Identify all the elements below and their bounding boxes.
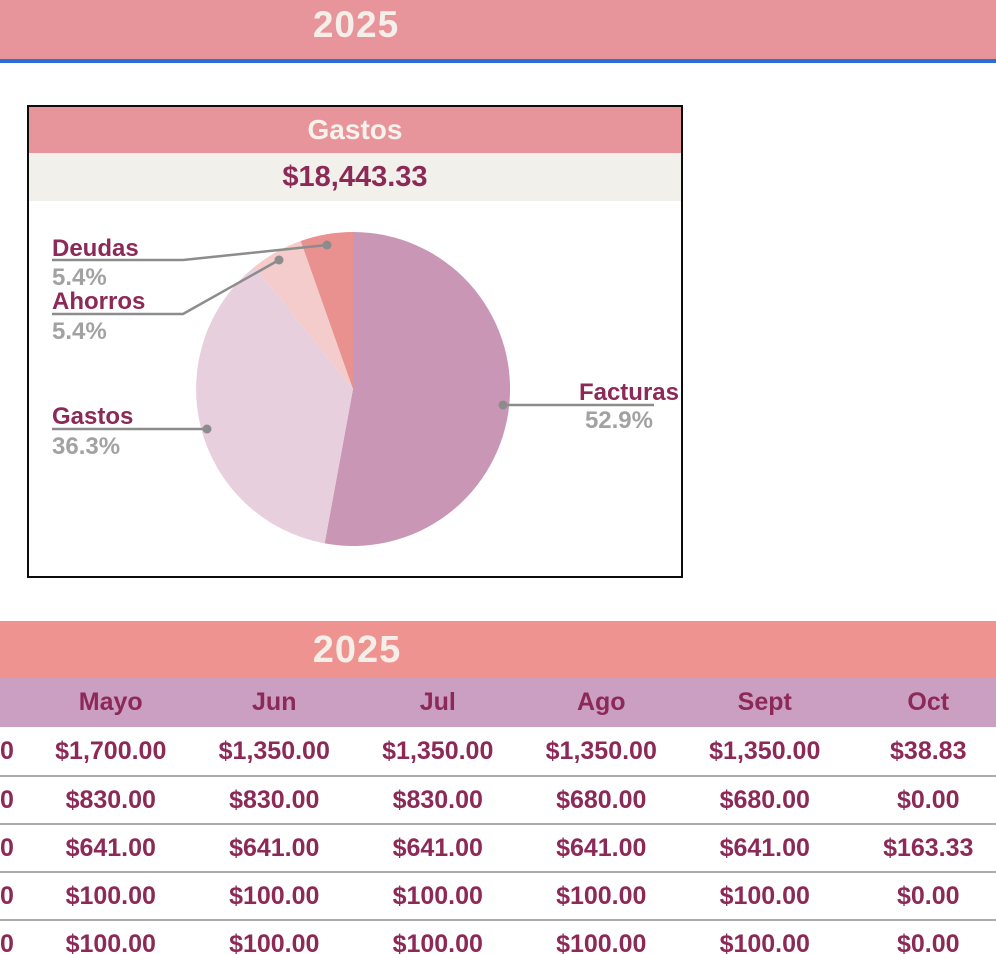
amount-cell-r5-mayo[interactable]: $100.00 bbox=[65, 929, 156, 954]
amount-cell-r3-sept[interactable]: $641.00 bbox=[719, 833, 810, 862]
table-row: 0 $1,700.00 $1,350.00 $1,350.00 $1,350.00 $1,… bbox=[0, 727, 996, 775]
amount-cell-r1-oct[interactable]: $38.83 bbox=[890, 736, 967, 765]
leader-dot-deudas bbox=[322, 240, 332, 250]
month-header-jul[interactable]: Jul bbox=[419, 688, 456, 716]
month-header-mayo[interactable]: Mayo bbox=[78, 688, 143, 716]
pie-chart-area: Facturas 52.9% Gastos 36.3% Ahorros 5.4% Deuda… bbox=[29, 201, 681, 576]
budget-table: 2025 Mayo Jun Jul Ago Sept Oct 0 $1,700.00 $1,3… bbox=[0, 621, 996, 954]
amount-cell-r2-sept[interactable]: $680.00 bbox=[719, 785, 810, 814]
pie-slice-deudas[interactable] bbox=[300, 232, 353, 389]
table-year-banner-cell[interactable]: 2025 bbox=[0, 621, 996, 678]
amount-cell-r5-oct[interactable]: $0.00 bbox=[896, 929, 960, 954]
table-row: 0 $100.00 $100.00 $100.00 $100.00 $100.00 $0.0… bbox=[0, 871, 996, 919]
slice-percent-facturas: 52.9% bbox=[585, 407, 653, 434]
amount-cell-r3-mayo[interactable]: $641.00 bbox=[65, 833, 156, 862]
amount-cell-r4-jul[interactable]: $100.00 bbox=[392, 881, 483, 910]
amount-cell-r3-ago[interactable]: $641.00 bbox=[556, 833, 647, 862]
pie-chart-svg: Facturas52.9%Gastos36.3%Ahorros5.4%Deuda… bbox=[52, 231, 679, 546]
slice-percent-deudas: 5.4% bbox=[52, 264, 107, 291]
amount-cell-r4-jun[interactable]: $100.00 bbox=[229, 881, 320, 910]
slice-label-facturas: Facturas bbox=[579, 379, 679, 406]
table-body: 0 $1,700.00 $1,350.00 $1,350.00 $1,350.00 $1,… bbox=[0, 727, 996, 954]
amount-cell-r1-jul[interactable]: $1,350.00 bbox=[382, 736, 494, 765]
clipped-left-cell[interactable]: 0 bbox=[0, 929, 14, 954]
amount-cell-r2-ago[interactable]: $680.00 bbox=[556, 785, 647, 814]
month-header-oct[interactable]: Oct bbox=[907, 688, 950, 716]
table-row: 0 $830.00 $830.00 $830.00 $680.00 $680.00 $0.0… bbox=[0, 775, 996, 823]
slice-label-ahorros: Ahorros bbox=[52, 288, 145, 315]
amount-cell-r2-oct[interactable]: $0.00 bbox=[896, 785, 960, 814]
amount-cell-r4-sept[interactable]: $100.00 bbox=[719, 881, 810, 910]
leader-dot-gastos bbox=[202, 424, 212, 434]
month-header-row: Mayo Jun Jul Ago Sept Oct bbox=[0, 678, 996, 727]
amount-cell-r3-jul[interactable]: $641.00 bbox=[392, 833, 483, 862]
month-header-ago[interactable]: Ago bbox=[576, 688, 626, 716]
amount-cell-r4-mayo[interactable]: $100.00 bbox=[65, 881, 156, 910]
month-header-jun[interactable]: Jun bbox=[252, 688, 297, 716]
amount-cell-r3-oct[interactable]: $163.33 bbox=[883, 833, 974, 862]
amount-cell-r1-jun[interactable]: $1,350.00 bbox=[218, 736, 330, 765]
table-year-label: 2025 bbox=[312, 629, 402, 671]
expenses-chart-card[interactable]: Gastos $18,443.33 Facturas 52.9% Gastos 36.… bbox=[27, 105, 683, 578]
clipped-left-cell[interactable]: 0 bbox=[0, 736, 14, 765]
frozen-row-divider-line bbox=[0, 59, 996, 63]
clipped-left-cell[interactable]: 0 bbox=[0, 833, 14, 862]
year-banner-cell[interactable]: 2025 bbox=[0, 0, 996, 59]
amount-cell-r2-mayo[interactable]: $830.00 bbox=[65, 785, 156, 814]
pie-slice-facturas[interactable] bbox=[324, 231, 511, 546]
amount-cell-r4-ago[interactable]: $100.00 bbox=[556, 881, 647, 910]
leader-line-deudas bbox=[52, 243, 328, 262]
leader-line-ahorros bbox=[52, 258, 280, 316]
table-row: 0 $641.00 $641.00 $641.00 $641.00 $641.00 $163… bbox=[0, 823, 996, 871]
slice-label-deudas: Deudas bbox=[52, 235, 139, 262]
clipped-left-cell[interactable]: 0 bbox=[0, 881, 14, 910]
slice-percent-ahorros: 5.4% bbox=[52, 318, 107, 345]
table-row: 0 $100.00 $100.00 $100.00 $100.00 $100.00 $0.0… bbox=[0, 919, 996, 954]
slice-label-gastos: Gastos bbox=[52, 403, 133, 430]
year-banner-label: 2025 bbox=[312, 4, 400, 45]
amount-cell-r1-mayo[interactable]: $1,700.00 bbox=[55, 736, 167, 765]
leader-dot-ahorros bbox=[274, 255, 284, 265]
pie-slice-ahorros[interactable] bbox=[254, 241, 354, 389]
amount-cell-r2-jul[interactable]: $830.00 bbox=[392, 785, 483, 814]
amount-cell-r4-oct[interactable]: $0.00 bbox=[896, 881, 960, 910]
leader-dot-facturas bbox=[498, 400, 508, 410]
amount-cell-r5-sept[interactable]: $100.00 bbox=[719, 929, 810, 954]
amount-cell-r1-sept[interactable]: $1,350.00 bbox=[709, 736, 821, 765]
amount-cell-r3-jun[interactable]: $641.00 bbox=[229, 833, 320, 862]
pie-slice-gastos[interactable] bbox=[196, 266, 353, 544]
amount-cell-r5-jun[interactable]: $100.00 bbox=[229, 929, 320, 954]
amount-cell-r5-ago[interactable]: $100.00 bbox=[556, 929, 647, 954]
amount-cell-r5-jul[interactable]: $100.00 bbox=[392, 929, 483, 954]
chart-title: Gastos bbox=[29, 107, 681, 153]
amount-cell-r2-jun[interactable]: $830.00 bbox=[229, 785, 320, 814]
clipped-left-cell[interactable]: 0 bbox=[0, 785, 14, 814]
chart-total-value: $18,443.33 bbox=[29, 153, 681, 201]
amount-cell-r1-ago[interactable]: $1,350.00 bbox=[545, 736, 657, 765]
slice-percent-gastos: 36.3% bbox=[52, 433, 120, 460]
month-header-sept[interactable]: Sept bbox=[737, 688, 792, 716]
